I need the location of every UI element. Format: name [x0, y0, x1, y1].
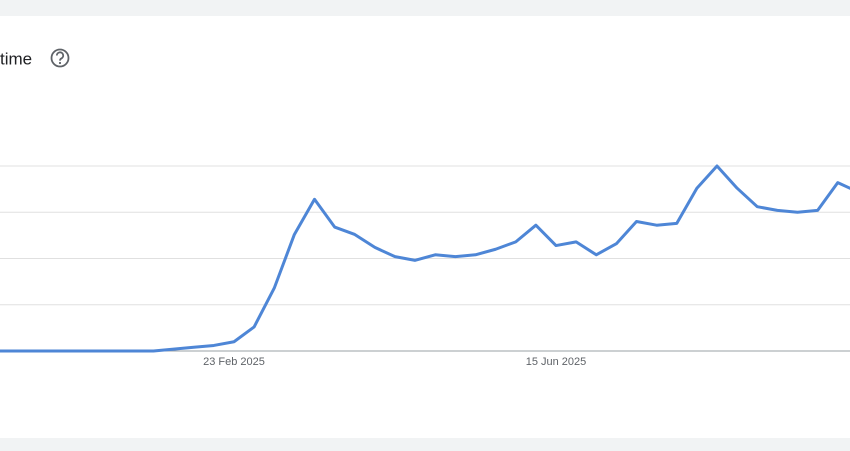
chart-title: time	[0, 49, 32, 68]
plot: 23 Feb 2025 15 Jun 2025	[0, 164, 850, 368]
help-icon[interactable]	[50, 48, 70, 68]
x-tick-label: 23 Feb 2025	[203, 356, 265, 368]
line	[0, 164, 850, 353]
x-tick-label: 15 Jun 2025	[526, 356, 587, 368]
card	[0, 16, 850, 438]
